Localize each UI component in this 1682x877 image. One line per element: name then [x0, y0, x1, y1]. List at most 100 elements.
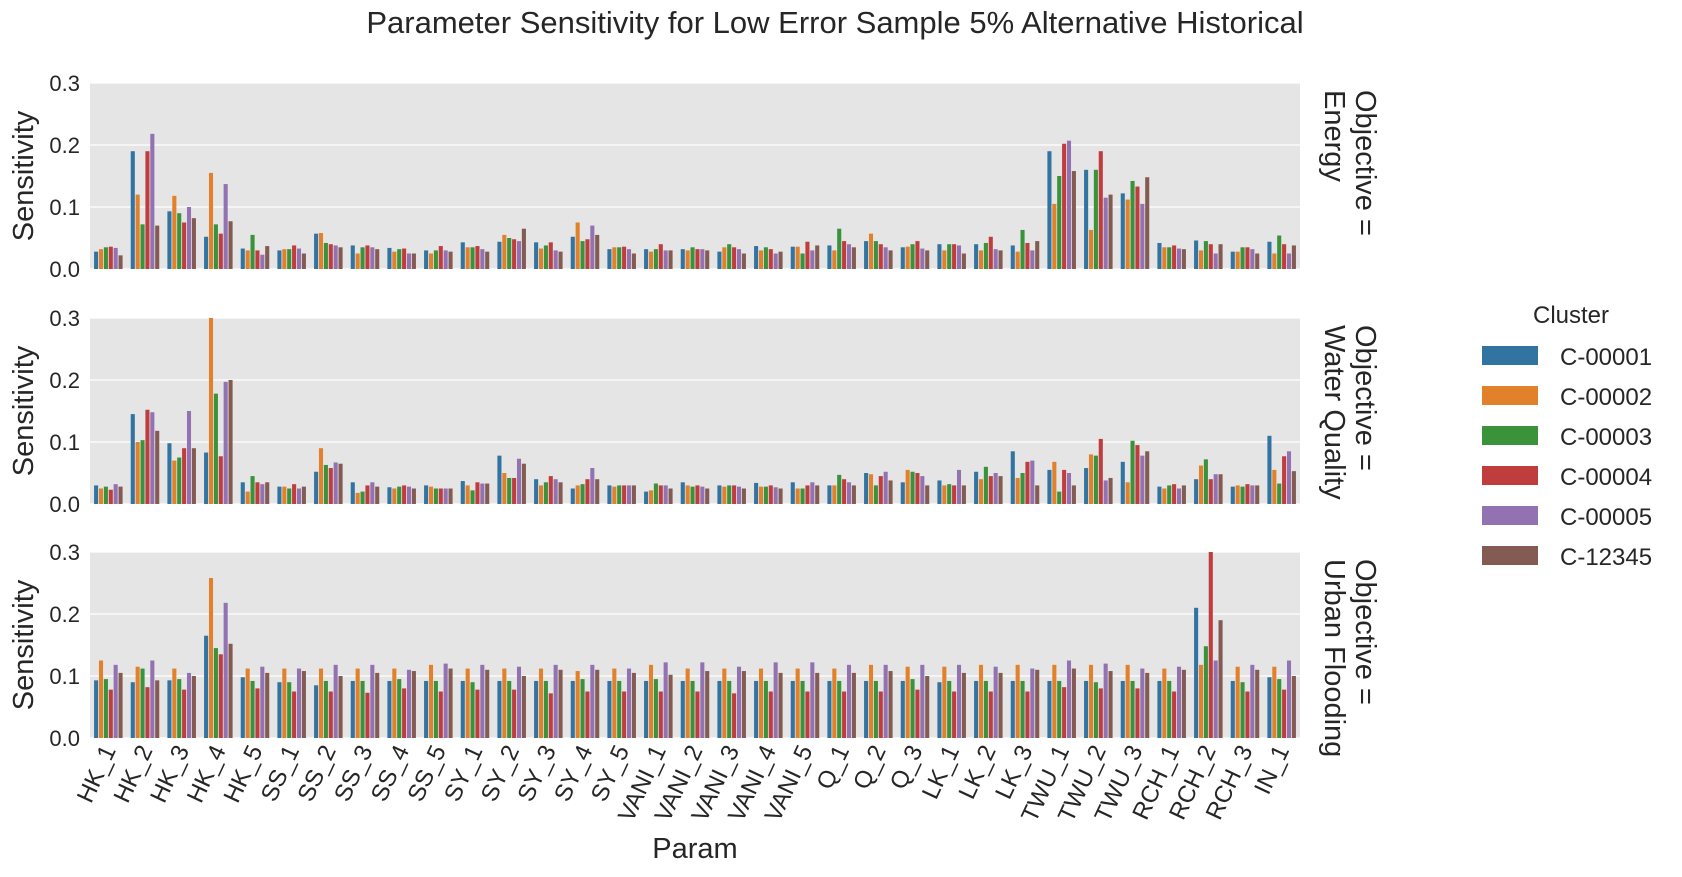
bar: [167, 443, 172, 504]
bar: [1030, 250, 1035, 269]
bar: [878, 476, 883, 504]
bar: [888, 671, 893, 738]
bar: [1277, 235, 1282, 269]
bar: [778, 251, 783, 269]
bar: [130, 682, 135, 738]
bar: [1194, 607, 1199, 738]
bar: [680, 680, 685, 738]
bar: [94, 251, 99, 269]
bar: [717, 680, 722, 738]
bar: [534, 242, 539, 269]
bar: [722, 486, 727, 504]
bar: [842, 479, 847, 504]
bar: [700, 249, 705, 269]
bar: [1176, 666, 1182, 738]
bar: [130, 414, 135, 504]
bar: [543, 245, 548, 269]
bar: [387, 680, 392, 738]
bar: [1093, 455, 1098, 504]
bar: [631, 485, 636, 504]
bar: [846, 482, 852, 504]
bar: [1145, 177, 1150, 269]
bar: [167, 211, 172, 269]
bar: [993, 666, 998, 738]
bar: [1140, 455, 1145, 504]
bar: [1088, 664, 1094, 738]
bar: [883, 471, 888, 504]
legend-entry: C-00004: [1560, 464, 1652, 491]
legend-swatch: [1482, 346, 1538, 365]
bar: [521, 228, 526, 269]
bar: [1120, 680, 1125, 738]
bar: [282, 668, 287, 738]
bar: [94, 485, 99, 504]
bar: [145, 409, 150, 504]
bar: [1020, 473, 1025, 504]
bar: [736, 486, 742, 504]
bar: [208, 172, 214, 269]
bar: [805, 241, 810, 269]
legend-entry: C-00005: [1560, 504, 1652, 531]
bar: [260, 254, 265, 269]
bar: [626, 668, 632, 738]
bar: [402, 688, 407, 738]
bar: [355, 253, 360, 269]
bar: [663, 662, 668, 738]
bar: [1084, 169, 1089, 269]
legend-swatch: [1482, 426, 1538, 445]
bar: [282, 486, 287, 504]
bar: [448, 488, 453, 504]
bar: [1250, 664, 1255, 738]
bar: [1286, 253, 1292, 269]
bar: [915, 473, 920, 504]
panel-background: [90, 318, 1300, 504]
bar: [1255, 485, 1260, 504]
bar: [942, 250, 947, 269]
bar: [851, 672, 856, 738]
bar: [135, 666, 140, 738]
x-tick-label: Q_1: [811, 741, 855, 794]
bar: [695, 691, 700, 738]
bar: [595, 669, 600, 738]
bar: [228, 643, 233, 738]
bar: [1130, 680, 1135, 738]
panel-background: [90, 83, 1300, 269]
bar: [937, 480, 942, 504]
bar: [186, 672, 192, 738]
bar: [1057, 491, 1062, 504]
bar: [1130, 440, 1135, 504]
bar: [1066, 473, 1072, 504]
bar: [617, 485, 622, 504]
bar: [1162, 488, 1167, 504]
bar: [255, 482, 260, 504]
bar: [204, 236, 209, 269]
bar: [328, 691, 333, 738]
bar: [617, 680, 622, 738]
bar: [595, 234, 600, 269]
bar: [1020, 680, 1025, 738]
bar: [443, 663, 448, 738]
bar: [1015, 664, 1020, 738]
bar: [644, 680, 649, 738]
bar: [1172, 484, 1177, 504]
bar: [370, 247, 375, 269]
bar: [575, 671, 580, 738]
bar: [1172, 691, 1177, 738]
bar: [1291, 471, 1296, 504]
bar: [900, 680, 905, 738]
bar: [1071, 171, 1076, 269]
bar: [1088, 229, 1094, 269]
bar: [1240, 682, 1245, 738]
bar: [1291, 245, 1296, 269]
bar: [485, 669, 490, 738]
bar: [113, 664, 118, 738]
facet-panel: 0.0 0.1 0.2 0.3 Sensitivity Objective =Energy: [8, 71, 1381, 282]
bar: [155, 430, 160, 504]
bar: [1218, 244, 1223, 269]
bar: [585, 479, 590, 504]
bar: [795, 246, 800, 269]
bar: [177, 457, 182, 504]
bar: [543, 680, 548, 738]
bar: [956, 245, 962, 269]
bar: [952, 691, 957, 738]
